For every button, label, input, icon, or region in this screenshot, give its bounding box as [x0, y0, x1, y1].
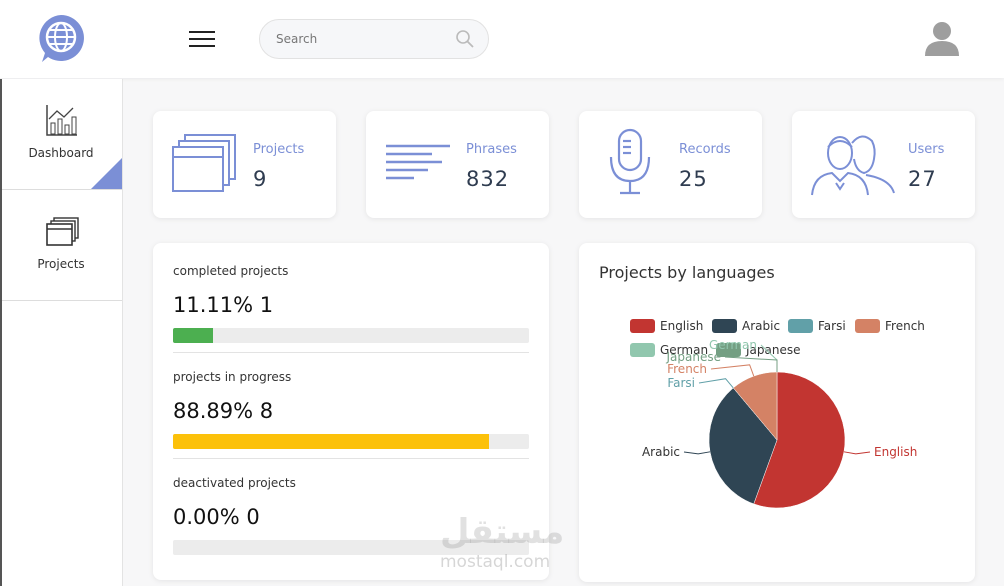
stat-label: Records	[679, 142, 731, 157]
progress-count: 1	[259, 293, 274, 317]
leader-line	[724, 356, 778, 372]
legend-swatch	[630, 319, 655, 333]
progress-label: completed projects	[173, 264, 289, 278]
sidebar-label: Projects	[37, 257, 85, 271]
search-placeholder: Search	[276, 32, 318, 46]
stat-value: 9	[253, 167, 268, 191]
progress-track	[173, 540, 529, 555]
stat-label: Projects	[253, 142, 305, 157]
leader-line	[683, 451, 711, 455]
legend-swatch	[630, 343, 655, 357]
sidebar-label: Dashboard	[28, 146, 94, 160]
progress-fill	[173, 434, 490, 449]
progress-label: deactivated projects	[173, 476, 296, 490]
pie-card: Projects by languages English Arabic Farsi…	[579, 243, 975, 582]
menu-button[interactable]	[189, 31, 215, 48]
progress-track	[173, 328, 529, 343]
dashboard-icon	[46, 105, 77, 136]
progress-card: completed projects 11.11% 1 projects in pr…	[153, 243, 549, 580]
progress-value: 11.11% 1	[173, 293, 274, 317]
chart-title: Projects by languages	[599, 263, 775, 282]
progress-count: 8	[259, 399, 274, 423]
stat-card: Projects 9	[153, 111, 336, 218]
search-icon[interactable]	[455, 29, 475, 49]
legend-label: Farsi	[818, 319, 846, 333]
legend-label: Arabic	[742, 319, 780, 333]
stat-label: Users	[908, 142, 945, 157]
sidebar-item[interactable]: Projects	[2, 190, 122, 301]
slice-label: German	[709, 338, 757, 352]
legend-label: French	[885, 319, 925, 333]
pie-slice	[708, 387, 778, 505]
stat-icon	[609, 128, 651, 195]
stat-card: Records 25	[579, 111, 762, 218]
separator	[173, 458, 529, 459]
watermark: mostaql.com	[440, 552, 551, 572]
legend-swatch	[716, 343, 741, 357]
user-avatar[interactable]	[923, 20, 961, 58]
stat-value: 25	[679, 167, 708, 191]
legend-label: German	[660, 343, 708, 357]
legend-swatch	[788, 319, 813, 333]
search-box[interactable]: Search	[259, 19, 489, 59]
progress-fill	[173, 328, 213, 343]
slice-label: English	[874, 445, 917, 459]
stat-icon	[386, 144, 450, 180]
leader-line	[843, 451, 871, 455]
progress-value: 88.89% 8	[173, 399, 274, 423]
legend-swatch	[855, 319, 880, 333]
sidebar: Dashboard Projects	[0, 79, 123, 586]
progress-count: 0	[246, 505, 260, 529]
progress-value: 0.00% 0	[173, 505, 260, 529]
legend-swatch	[712, 319, 737, 333]
stat-label: Phrases	[466, 142, 517, 157]
stat-value: 27	[908, 167, 937, 191]
progress-label: projects in progress	[173, 370, 292, 384]
stat-card: Phrases 832	[366, 111, 549, 218]
header: Search	[0, 0, 1004, 78]
stat-icon	[172, 134, 236, 192]
slice-label: French	[667, 362, 707, 376]
active-indicator	[91, 158, 122, 189]
separator	[173, 352, 529, 353]
progress-track	[173, 434, 529, 449]
legend-label: Japanese	[745, 343, 801, 357]
stat-value: 832	[466, 167, 510, 191]
projects-icon	[46, 217, 79, 246]
slice-label: Farsi	[667, 376, 695, 390]
sidebar-item[interactable]: Dashboard	[2, 79, 122, 190]
watermark: مستقل	[440, 512, 565, 552]
stat-icon	[811, 135, 895, 196]
slice-label: Japanese	[666, 350, 722, 364]
logo[interactable]	[34, 12, 88, 66]
stat-card: Users 27	[792, 111, 975, 218]
legend-label: English	[660, 319, 703, 333]
chart: Projects by languages English Arabic Farsi…	[599, 263, 925, 509]
pie-slice	[732, 371, 778, 441]
leader-line	[710, 364, 755, 377]
slice-label: Arabic	[642, 445, 680, 459]
leader-line	[698, 378, 734, 389]
pie-slice	[753, 371, 846, 509]
